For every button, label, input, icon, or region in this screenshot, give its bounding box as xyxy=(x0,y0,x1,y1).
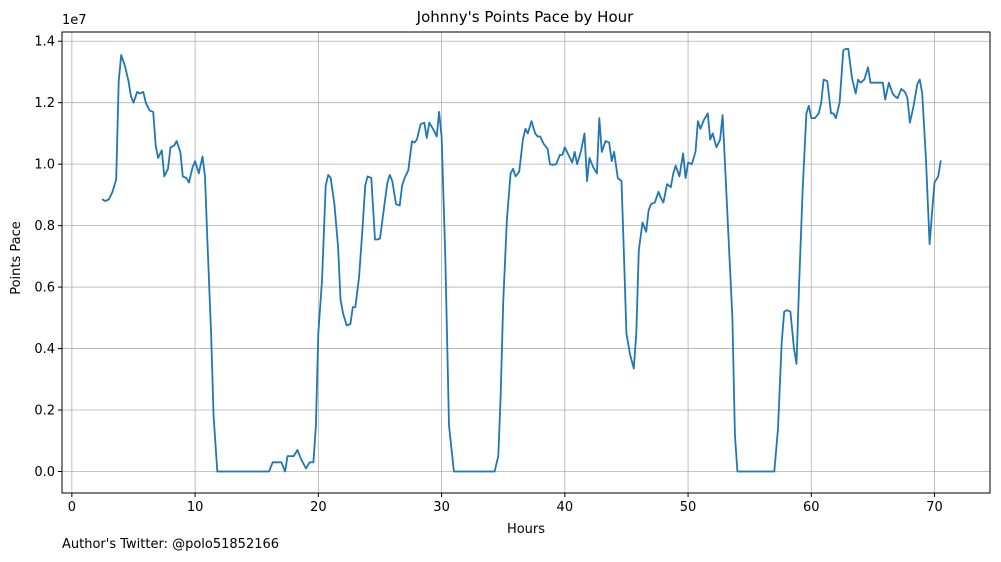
y-tick-label: 0.4 xyxy=(34,342,55,357)
grid xyxy=(62,32,990,493)
ticks: 0 10 20 30 40 50 60 70 0.0 0.2 0.4 0.6 0.8 1.0 1.2 1.4 xyxy=(34,35,943,515)
y-axis-label: Points Pace xyxy=(9,221,24,295)
y-tick-label: 1.2 xyxy=(34,96,55,111)
series-line-0 xyxy=(101,48,942,473)
y-tick-label: 0.0 xyxy=(34,465,55,480)
y-offset-text: 1e7 xyxy=(62,13,87,28)
plot-frame xyxy=(61,31,991,494)
y-tick-label: 1.0 xyxy=(34,158,55,173)
author-caption: Author's Twitter: @polo51852166 xyxy=(62,537,280,552)
x-tick-label: 60 xyxy=(803,500,820,515)
x-tick-label: 50 xyxy=(680,500,697,515)
x-tick-label: 30 xyxy=(433,500,450,515)
x-tick-label: 20 xyxy=(310,500,327,515)
y-tick-label: 1.4 xyxy=(34,35,55,50)
series-layer xyxy=(101,48,942,473)
y-tick-label: 0.2 xyxy=(34,404,55,419)
x-tick-label: 0 xyxy=(68,500,76,515)
y-tick-label: 0.8 xyxy=(34,219,55,234)
x-tick-label: 10 xyxy=(187,500,204,515)
x-tick-label: 70 xyxy=(926,500,943,515)
x-axis-label: Hours xyxy=(507,522,545,537)
y-tick-label: 0.6 xyxy=(34,281,55,296)
x-tick-label: 40 xyxy=(557,500,574,515)
chart-title: Johnny's Points Pace by Hour xyxy=(416,8,634,26)
